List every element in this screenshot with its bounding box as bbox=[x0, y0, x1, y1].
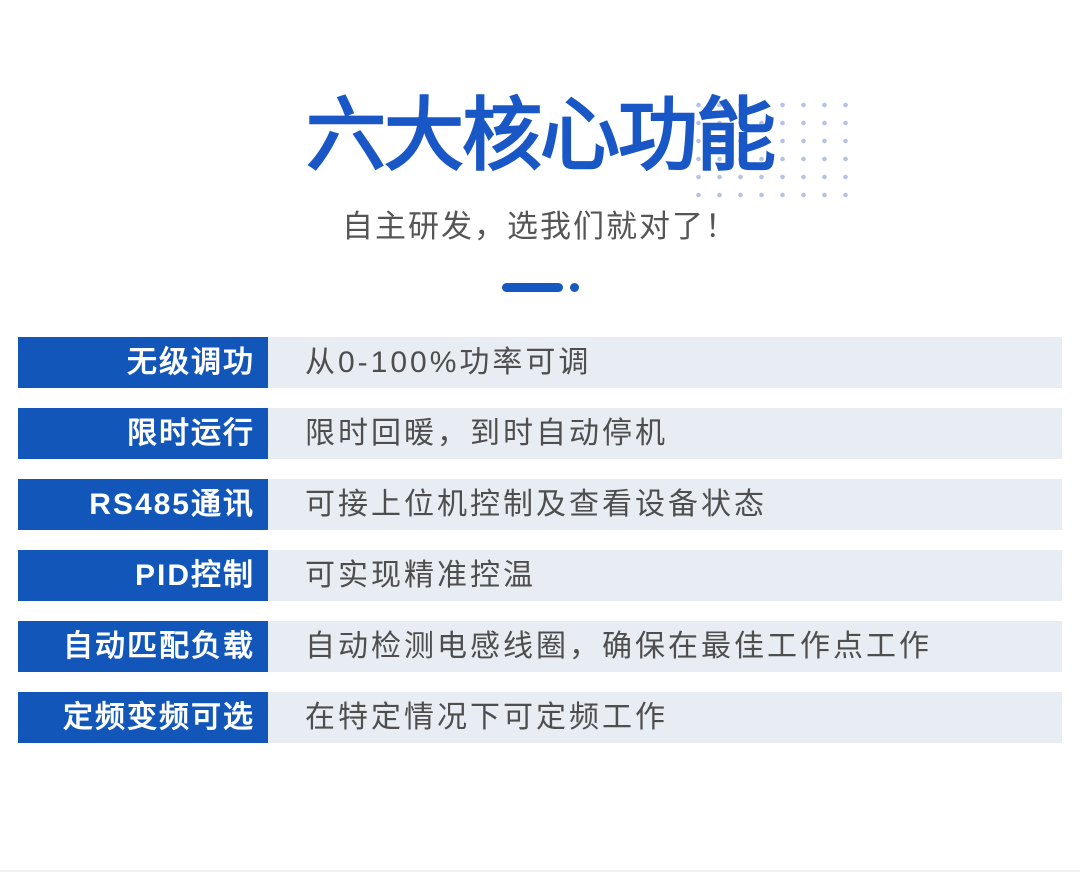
feature-row-timed-run: 限时运行 限时回暖，到时自动停机 bbox=[18, 408, 1062, 459]
feature-list: 无级调功 从0-100%功率可调 限时运行 限时回暖，到时自动停机 RS485通… bbox=[18, 337, 1062, 743]
feature-label: 限时运行 bbox=[18, 408, 268, 459]
feature-description: 可接上位机控制及查看设备状态 bbox=[268, 479, 1062, 530]
feature-description: 在特定情况下可定频工作 bbox=[268, 692, 1062, 743]
page-title: 六大核心功能 bbox=[306, 91, 776, 180]
divider-accent bbox=[0, 283, 1080, 292]
divider-dot-icon bbox=[569, 283, 579, 292]
feature-label: 定频变频可选 bbox=[18, 692, 268, 743]
feature-description: 从0-100%功率可调 bbox=[268, 337, 1062, 388]
feature-label: 自动匹配负载 bbox=[18, 621, 268, 672]
feature-row-auto-load-match: 自动匹配负载 自动检测电感线圈，确保在最佳工作点工作 bbox=[18, 621, 1062, 672]
dot-grid-icon bbox=[686, 94, 856, 202]
feature-label: 无级调功 bbox=[18, 337, 268, 388]
section-divider-line bbox=[0, 870, 1080, 872]
feature-description: 限时回暖，到时自动停机 bbox=[268, 408, 1062, 459]
divider-bar-icon bbox=[501, 283, 563, 292]
feature-row-rs485: RS485通讯 可接上位机控制及查看设备状态 bbox=[18, 479, 1062, 530]
page-subtitle: 自主研发，选我们就对了！ bbox=[342, 209, 738, 244]
feature-label: RS485通讯 bbox=[18, 479, 268, 530]
feature-label: PID控制 bbox=[18, 550, 268, 601]
feature-description: 自动检测电感线圈，确保在最佳工作点工作 bbox=[268, 621, 1062, 672]
feature-row-stepless-power: 无级调功 从0-100%功率可调 bbox=[18, 337, 1062, 388]
feature-row-fixed-variable-freq: 定频变频可选 在特定情况下可定频工作 bbox=[18, 692, 1062, 743]
feature-row-pid-control: PID控制 可实现精准控温 bbox=[18, 550, 1062, 601]
feature-description: 可实现精准控温 bbox=[268, 550, 1062, 601]
banner-header: 六大核心功能 自主研发，选我们就对了！ bbox=[0, 0, 1080, 292]
